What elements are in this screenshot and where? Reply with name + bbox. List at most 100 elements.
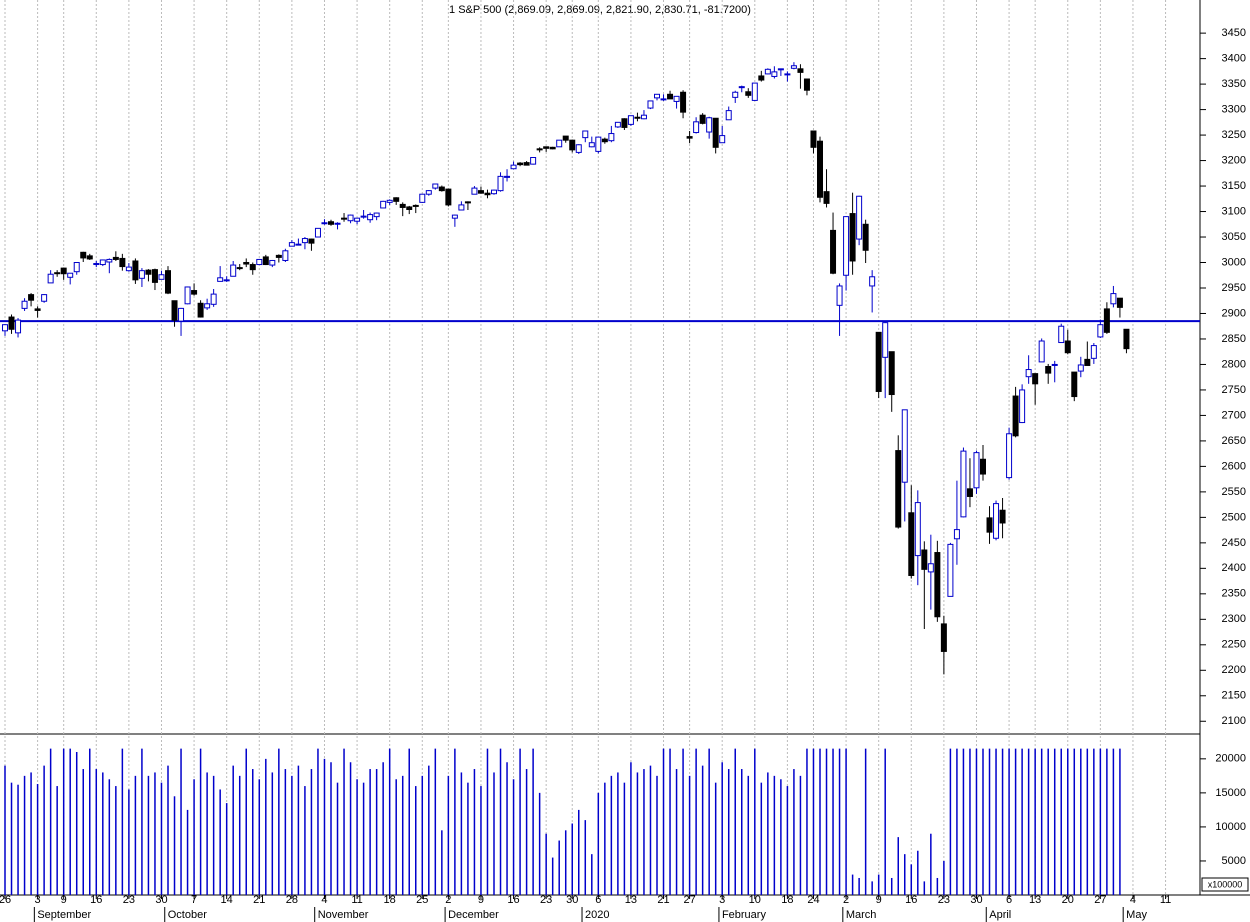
- x-tick-label: 6: [1006, 894, 1012, 906]
- candle-body: [843, 216, 850, 276]
- y-tick-label: 2450: [1222, 537, 1246, 549]
- candle-body: [314, 227, 321, 238]
- month-label: November: [318, 909, 369, 921]
- candle-body: [8, 316, 15, 330]
- candle-body: [1103, 308, 1110, 333]
- candle-body: [823, 191, 830, 204]
- candle-body: [171, 300, 178, 321]
- candle-body: [262, 256, 269, 266]
- candle-body: [523, 162, 530, 166]
- x-tick-label: 30: [566, 894, 578, 906]
- candle-body: [888, 351, 895, 396]
- candle-body: [295, 243, 302, 246]
- candle-body: [275, 254, 282, 258]
- candle-body: [125, 266, 132, 272]
- candle-body: [217, 277, 224, 282]
- candle-body: [354, 217, 361, 222]
- x-tick-label: 2: [843, 894, 849, 906]
- candle-body: [41, 294, 48, 302]
- candle-body: [751, 82, 758, 101]
- y-tick-label: 2400: [1222, 562, 1246, 574]
- volume-tick-label: 20000: [1215, 753, 1246, 765]
- candle-body: [1116, 297, 1123, 308]
- candle-body: [908, 512, 915, 576]
- candle-body: [197, 302, 204, 318]
- candle-body: [562, 135, 569, 141]
- candle-body: [282, 250, 289, 261]
- candle-body: [321, 222, 328, 225]
- candle-body: [249, 264, 256, 271]
- unit-box: [1201, 877, 1249, 892]
- month-label: April: [989, 909, 1011, 921]
- candle-body: [497, 175, 504, 192]
- candle-body: [549, 146, 556, 150]
- candle-body: [980, 458, 986, 475]
- month-label: September: [37, 909, 91, 921]
- candle-body: [243, 262, 250, 265]
- candle-body: [999, 509, 1006, 524]
- candle-body: [1110, 293, 1117, 305]
- candle-body: [699, 114, 706, 124]
- month-label: May: [1126, 909, 1147, 921]
- candle-body: [1058, 325, 1065, 344]
- x-tick-label: 14: [221, 894, 233, 906]
- candle-body: [1090, 345, 1097, 359]
- candle-body: [895, 450, 902, 528]
- candle-body: [112, 256, 119, 260]
- x-tick-label: 9: [61, 894, 67, 906]
- y-tick-label: 2250: [1222, 639, 1246, 651]
- candle-body: [810, 130, 817, 148]
- candle-body: [15, 319, 22, 334]
- candle-body: [60, 267, 67, 275]
- candle-body: [438, 186, 445, 192]
- candle-body: [399, 203, 406, 208]
- x-tick-label: 3: [719, 894, 725, 906]
- candle-body: [588, 142, 595, 148]
- candle-body: [425, 190, 432, 195]
- candle-body: [934, 552, 941, 618]
- candle-body: [771, 71, 778, 77]
- candle-body: [673, 95, 680, 102]
- candle-body: [686, 136, 693, 139]
- candle-body: [1084, 358, 1091, 366]
- y-tick-label: 3200: [1222, 154, 1246, 166]
- candle-body: [732, 91, 739, 98]
- candle-body: [204, 303, 211, 309]
- candle-body: [882, 322, 889, 358]
- x-tick-label: 23: [938, 894, 950, 906]
- candle-body: [790, 65, 797, 69]
- candle-body: [849, 213, 856, 262]
- volume-tick-label: 5000: [1222, 855, 1246, 867]
- x-tick-label: 18: [384, 894, 396, 906]
- candle-body: [536, 148, 543, 151]
- candle-body: [1077, 364, 1084, 372]
- candle-body: [138, 270, 145, 279]
- candle-body: [458, 204, 465, 211]
- y-tick-label: 3150: [1222, 180, 1246, 192]
- y-tick-label: 2950: [1222, 282, 1246, 294]
- month-label: 2020: [585, 909, 609, 921]
- candle-body: [758, 75, 765, 81]
- x-tick-label: 16: [90, 894, 102, 906]
- candle-body: [627, 115, 634, 125]
- candle-body: [543, 146, 550, 149]
- candle-body: [1019, 389, 1026, 424]
- x-tick-label: 27: [1094, 894, 1106, 906]
- candle-body: [132, 260, 139, 281]
- candle-body: [836, 285, 843, 306]
- candle-body: [360, 215, 367, 218]
- candle-body: [151, 269, 158, 283]
- candle-body: [145, 269, 152, 275]
- y-tick-label: 2550: [1222, 486, 1246, 498]
- candle-body: [119, 257, 126, 268]
- candle-body: [210, 293, 217, 305]
- candle-body: [451, 214, 458, 219]
- y-tick-label: 3350: [1222, 78, 1246, 90]
- candle-body: [862, 223, 869, 251]
- y-tick-label: 3000: [1222, 256, 1246, 268]
- candle-body: [386, 199, 393, 203]
- month-label: December: [448, 909, 499, 921]
- candle-body: [647, 100, 654, 109]
- x-tick-label: 21: [657, 894, 669, 906]
- candle-body: [47, 273, 54, 284]
